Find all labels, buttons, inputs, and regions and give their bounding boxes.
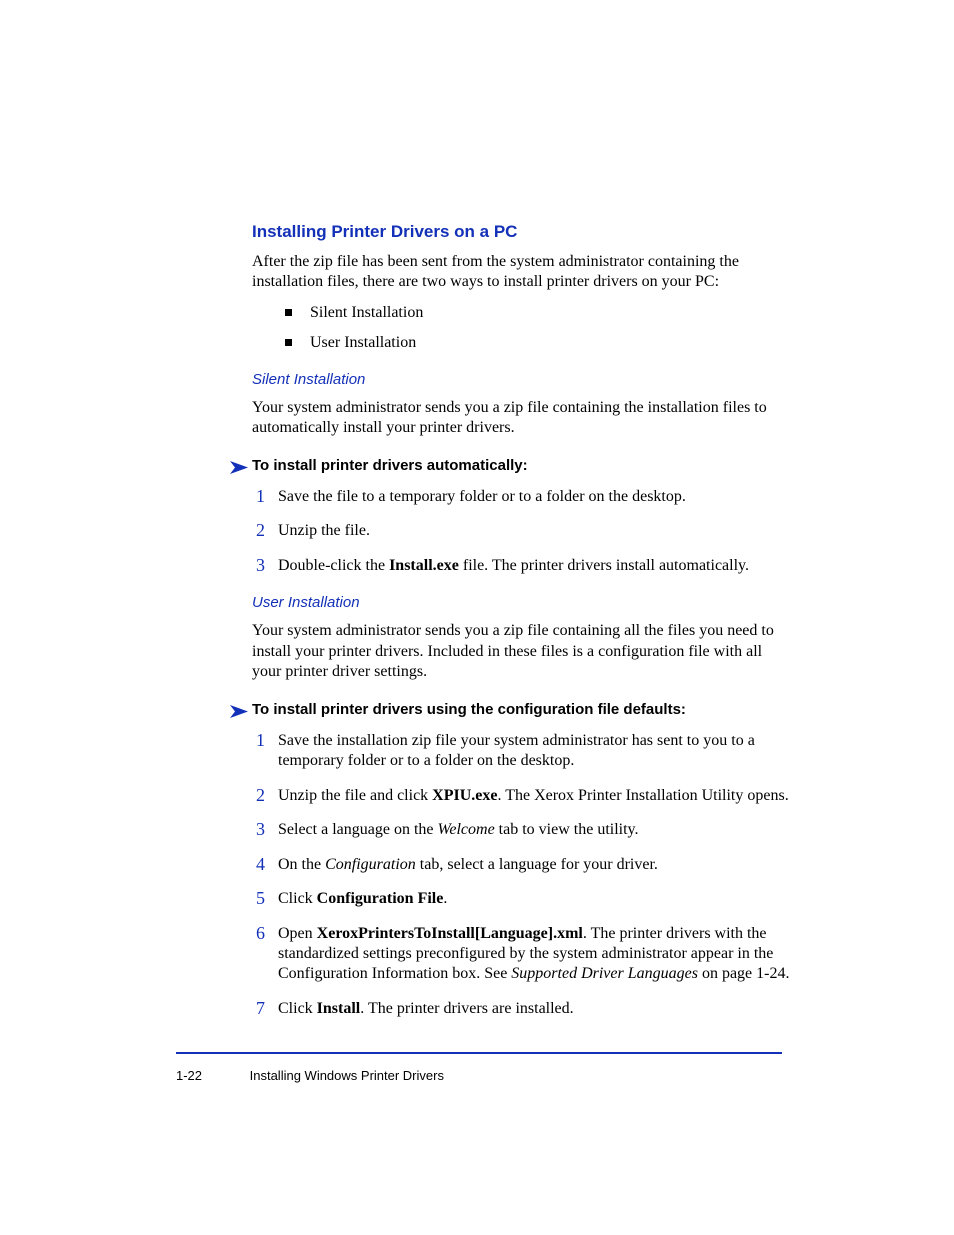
footer-label: Installing Windows Printer Drivers: [250, 1068, 444, 1083]
step-number: 2: [256, 784, 265, 807]
user-paragraph: Your system administrator sends you a zi…: [252, 621, 792, 682]
procedure-title: To install printer drivers automatically…: [252, 457, 528, 474]
subsection-heading-user: User Installation: [252, 594, 792, 611]
user-steps: 1 Save the installation zip file your sy…: [252, 731, 792, 1020]
subsection-heading-silent: Silent Installation: [252, 371, 792, 388]
footer: 1-22 Installing Windows Printer Drivers: [176, 1068, 444, 1083]
step-number: 3: [256, 554, 265, 577]
procedure-title: To install printer drivers using the con…: [252, 701, 686, 718]
step-item: 2 Unzip the file.: [278, 521, 792, 541]
step-text: Unzip the file and click XPIU.exe. The X…: [278, 787, 789, 804]
list-item: Silent Installation: [310, 303, 792, 323]
arrow-icon: [230, 461, 248, 479]
footer-rule: [176, 1052, 782, 1054]
intro-paragraph: After the zip file has been sent from th…: [252, 252, 792, 293]
procedure-heading: To install printer drivers using the con…: [252, 701, 792, 719]
content-area: Installing Printer Drivers on a PC After…: [252, 222, 792, 1033]
step-text: Save the installation zip file your syst…: [278, 732, 755, 769]
arrow-icon: [230, 705, 248, 723]
step-number: 2: [256, 519, 265, 542]
step-item: 4 On the Configuration tab, select a lan…: [278, 855, 792, 875]
step-number: 4: [256, 853, 265, 876]
step-text: Click Install. The printer drivers are i…: [278, 1000, 574, 1017]
section-heading: Installing Printer Drivers on a PC: [252, 222, 792, 242]
step-item: 6 Open XeroxPrintersToInstall[Language].…: [278, 924, 792, 985]
step-text: On the Configuration tab, select a langu…: [278, 856, 658, 873]
step-text: Open XeroxPrintersToInstall[Language].xm…: [278, 925, 789, 983]
step-item: 2 Unzip the file and click XPIU.exe. The…: [278, 786, 792, 806]
page-number: 1-22: [176, 1068, 246, 1083]
step-text: Save the file to a temporary folder or t…: [278, 488, 686, 505]
step-item: 7 Click Install. The printer drivers are…: [278, 999, 792, 1019]
step-text: Select a language on the Welcome tab to …: [278, 821, 639, 838]
step-text: Double-click the Install.exe file. The p…: [278, 557, 749, 574]
step-item: 3 Select a language on the Welcome tab t…: [278, 820, 792, 840]
silent-paragraph: Your system administrator sends you a zi…: [252, 398, 792, 439]
step-item: 1 Save the file to a temporary folder or…: [278, 487, 792, 507]
step-number: 5: [256, 887, 265, 910]
step-number: 3: [256, 818, 265, 841]
bullet-list: Silent Installation User Installation: [252, 303, 792, 353]
step-number: 7: [256, 997, 265, 1020]
step-number: 1: [256, 485, 265, 508]
procedure-heading: To install printer drivers automatically…: [252, 457, 792, 475]
step-number: 6: [256, 922, 265, 945]
silent-steps: 1 Save the file to a temporary folder or…: [252, 487, 792, 576]
list-item: User Installation: [310, 333, 792, 353]
step-text: Unzip the file.: [278, 522, 370, 539]
step-item: 5 Click Configuration File.: [278, 889, 792, 909]
step-text: Click Configuration File.: [278, 890, 447, 907]
step-item: 1 Save the installation zip file your sy…: [278, 731, 792, 772]
step-item: 3 Double-click the Install.exe file. The…: [278, 556, 792, 576]
step-number: 1: [256, 729, 265, 752]
page: Installing Printer Drivers on a PC After…: [0, 0, 954, 1235]
